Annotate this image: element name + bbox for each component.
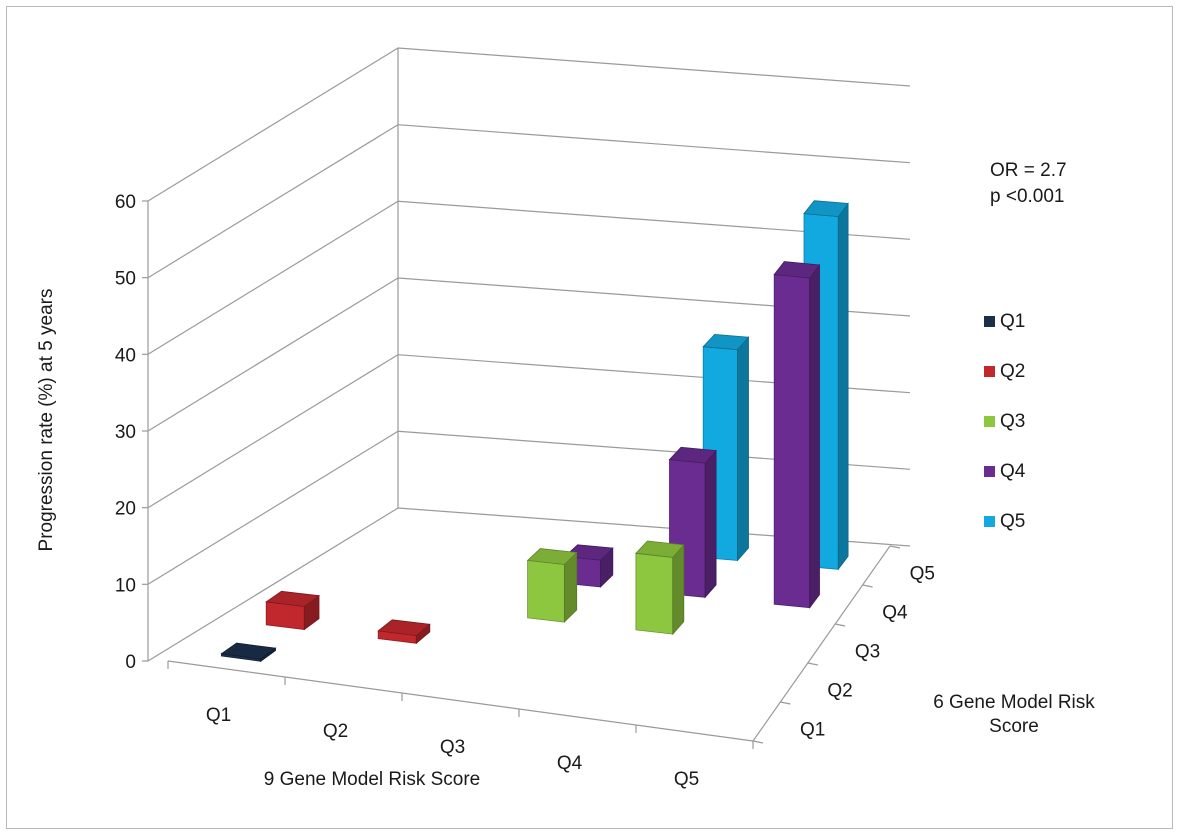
legend-label: Q2 xyxy=(1000,361,1025,382)
legend-swatch xyxy=(984,316,995,327)
z-tick-label: Q5 xyxy=(910,564,935,585)
legend-item: Q2 xyxy=(984,361,1025,382)
gridline xyxy=(147,47,911,202)
bar xyxy=(526,548,578,623)
bar-side-face xyxy=(809,263,820,609)
axis-labels: 0102030405060Q1Q2Q3Q4Q5Q1Q2Q3Q4Q5Progres… xyxy=(36,192,1095,790)
z-tick xyxy=(807,662,818,666)
legend-item: Q4 xyxy=(984,461,1026,482)
bar-top-face xyxy=(803,200,849,218)
annotation-line: OR = 2.7 xyxy=(990,160,1067,181)
y-tick-label: 0 xyxy=(125,652,136,673)
legend-item: Q3 xyxy=(984,411,1025,432)
y-axis-title: Progression rate (%) at 5 years xyxy=(36,289,57,552)
legend-item: Q5 xyxy=(984,511,1025,532)
bar-top-face xyxy=(526,548,578,565)
x-tick-label: Q2 xyxy=(323,721,348,742)
x-axis-title: 9 Gene Model Risk Score xyxy=(264,769,481,790)
bars xyxy=(220,200,849,663)
legend-swatch xyxy=(984,466,995,477)
gridline xyxy=(147,124,911,279)
chart-frame xyxy=(6,6,1173,829)
bar-side-face xyxy=(837,202,849,571)
z-tick xyxy=(780,701,791,705)
bar-front-face xyxy=(773,274,811,609)
y-tick-label: 10 xyxy=(115,575,136,596)
x-tick-label: Q1 xyxy=(206,705,231,726)
z-axis-line xyxy=(752,545,891,742)
bar-top-face xyxy=(635,540,685,558)
legend-label: Q3 xyxy=(1000,411,1025,432)
axes xyxy=(142,48,901,749)
y-tick-label: 40 xyxy=(115,345,136,366)
bar-side-face xyxy=(672,543,685,636)
legend-item: Q1 xyxy=(984,311,1025,332)
z-tick xyxy=(835,623,846,627)
z-tick-label: Q4 xyxy=(882,603,908,624)
x-tick-label: Q3 xyxy=(440,737,465,758)
legend-label: Q4 xyxy=(1000,461,1026,482)
z-tick-label: Q3 xyxy=(855,642,880,663)
z-tick xyxy=(862,584,873,588)
y-tick-label: 30 xyxy=(115,422,136,443)
x-tick-label: Q4 xyxy=(557,753,583,774)
bar-top-face xyxy=(668,446,717,464)
annotation-line: p <0.001 xyxy=(990,186,1065,207)
y-tick-label: 60 xyxy=(115,192,136,213)
bar-front-face xyxy=(635,552,674,635)
z-axis-title: 6 Gene Model Risk Score xyxy=(933,692,1095,737)
bar-top-face xyxy=(377,619,431,637)
bar-top-face xyxy=(265,590,321,607)
bar-top-face xyxy=(773,261,821,279)
legend: Q1 Q2 Q3 Q4 Q5 xyxy=(984,311,1026,532)
legend-label: Q1 xyxy=(1000,311,1025,332)
bar xyxy=(220,642,277,663)
bar-top-face xyxy=(220,642,277,660)
bar-side-face xyxy=(737,336,749,562)
y-tick-label: 20 xyxy=(115,499,136,520)
x-tick-label: Q5 xyxy=(674,769,699,790)
x-axis-line xyxy=(167,660,754,742)
bar-front-face xyxy=(527,559,565,623)
bar-top-face xyxy=(702,333,750,351)
legend-swatch xyxy=(984,416,995,427)
bar-side-face xyxy=(704,449,717,599)
bar xyxy=(265,590,321,631)
z-tick xyxy=(752,740,764,744)
annotation: OR = 2.7 p <0.001 xyxy=(990,160,1067,207)
legend-swatch xyxy=(984,516,995,527)
z-tick-label: Q2 xyxy=(827,681,852,702)
legend-swatch xyxy=(984,366,995,377)
z-tick xyxy=(889,545,901,549)
bar xyxy=(377,619,431,645)
bar xyxy=(773,261,821,609)
y-tick-label: 50 xyxy=(115,269,136,290)
bar xyxy=(635,540,685,636)
legend-label: Q5 xyxy=(1000,511,1025,532)
z-tick-label: Q1 xyxy=(800,720,825,741)
